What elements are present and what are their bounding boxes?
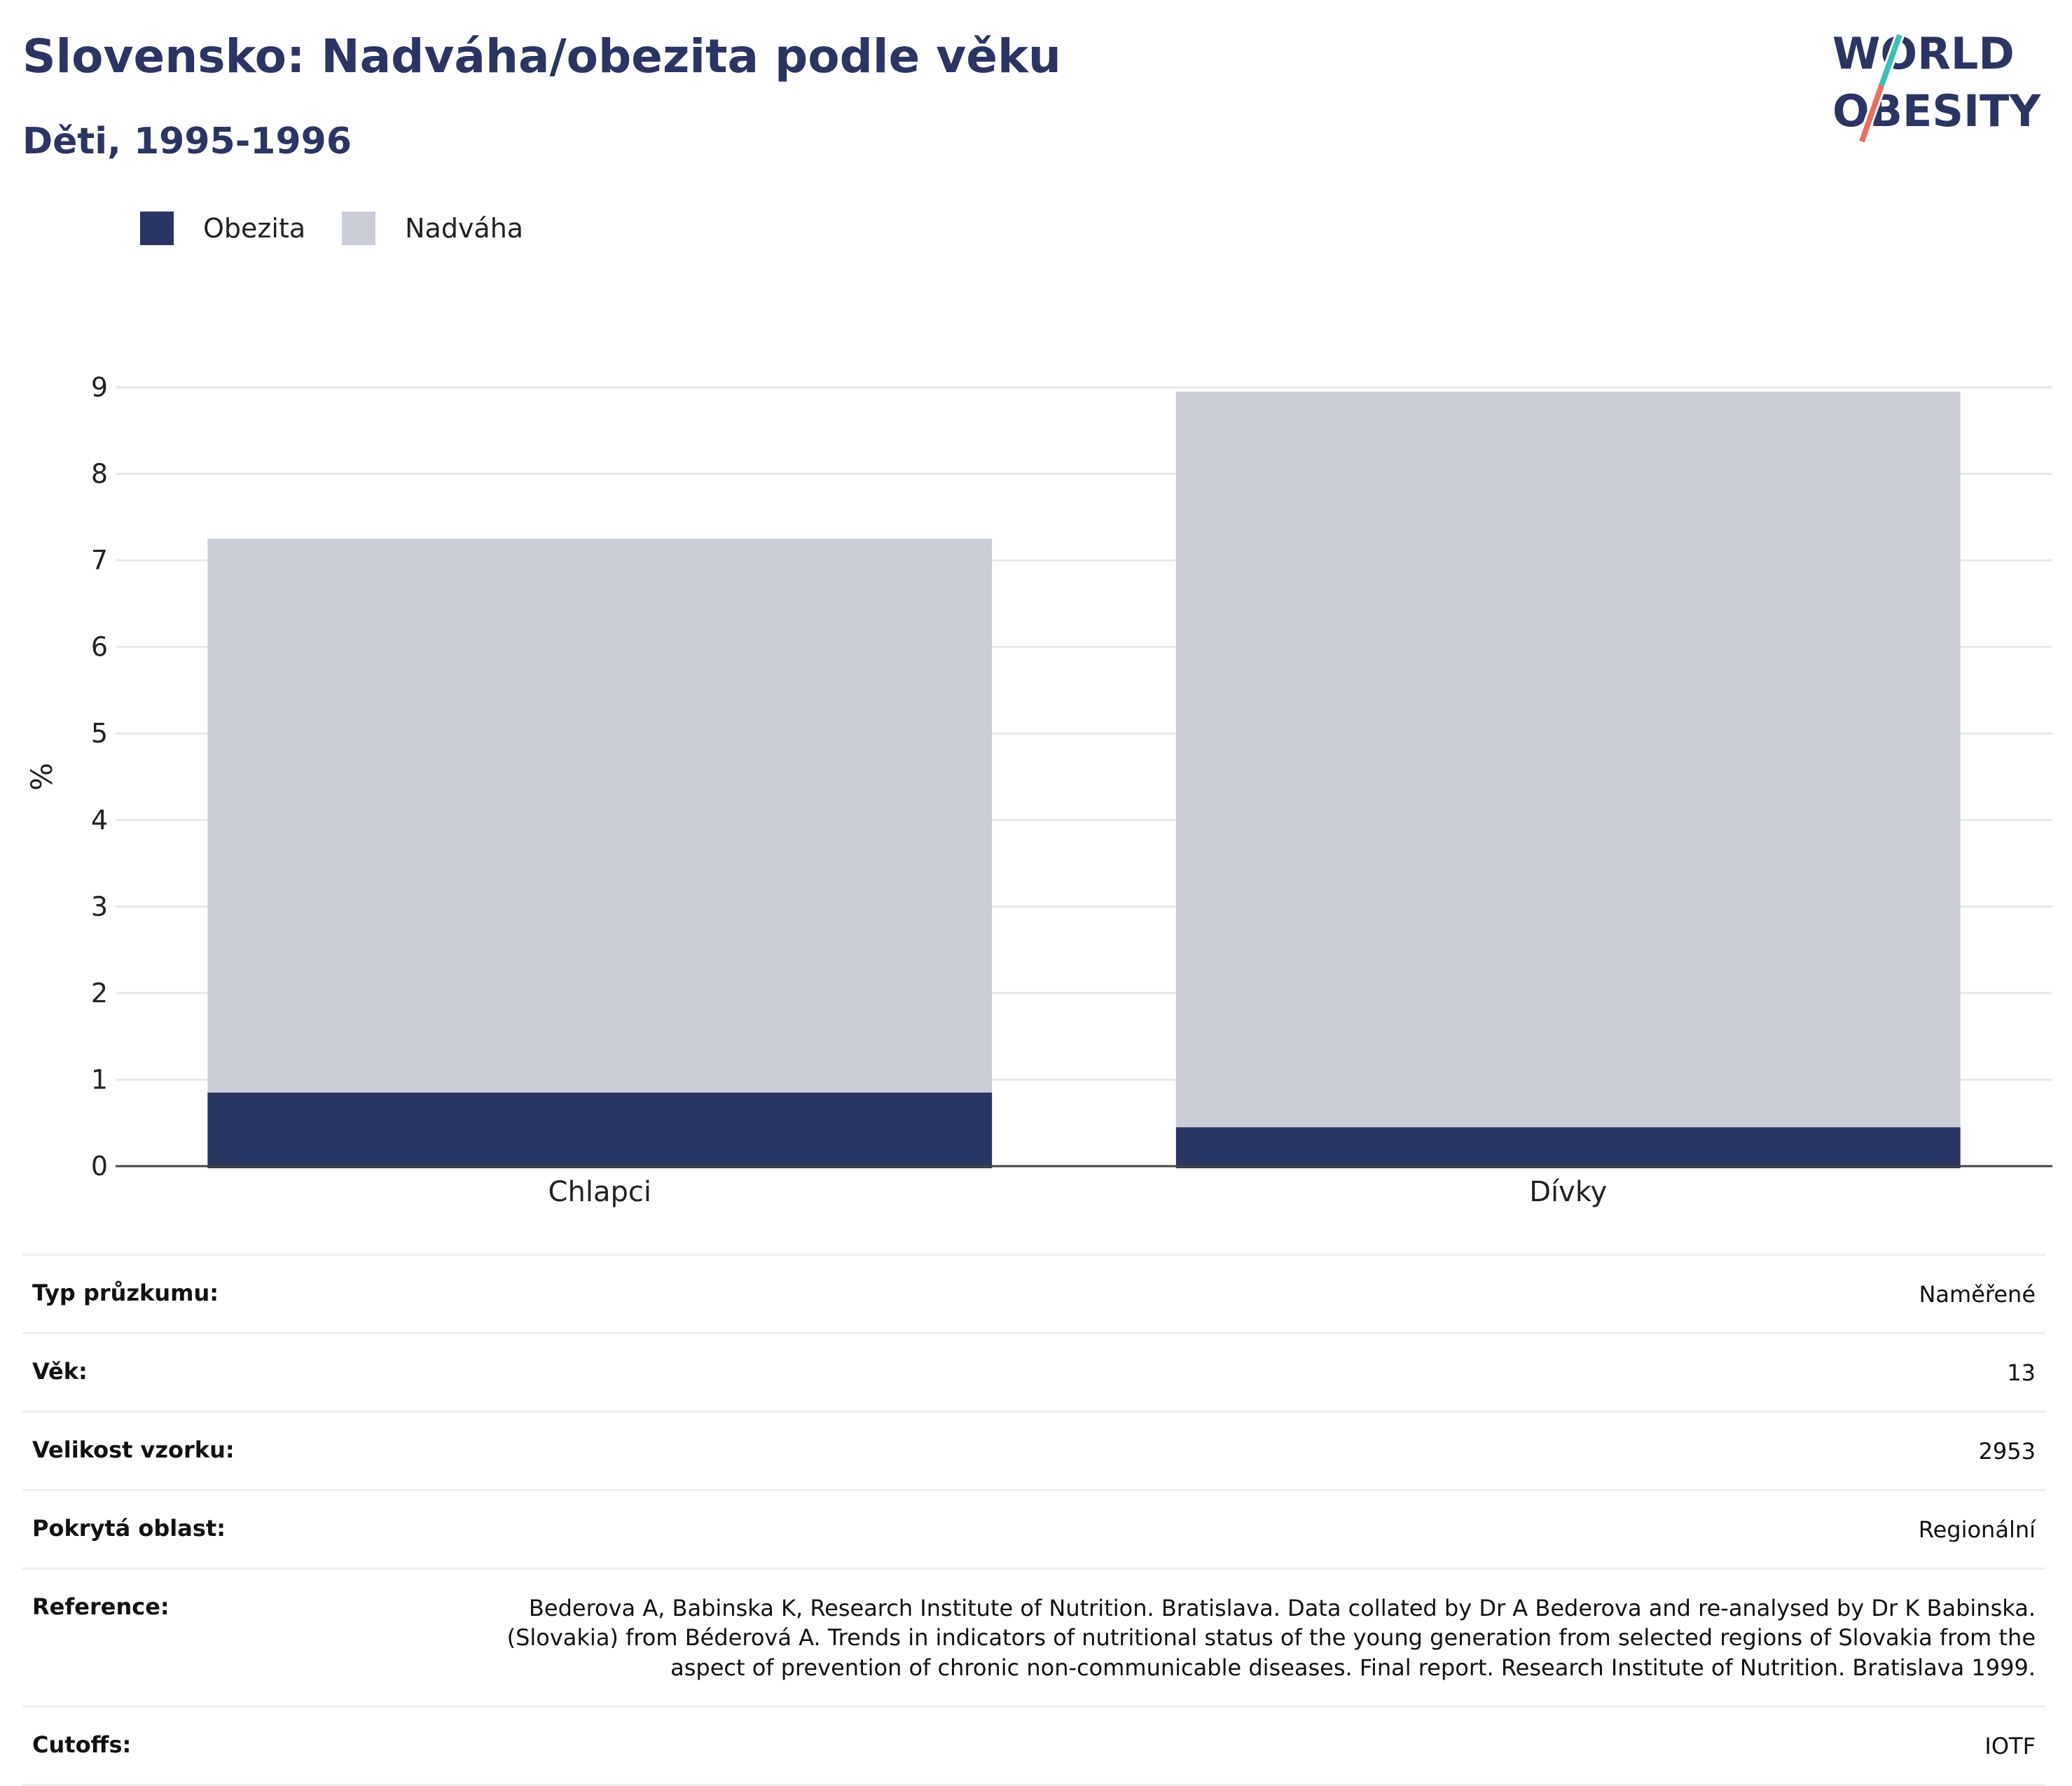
chart-subtitle: Děti, 1995-1996 (22, 120, 352, 162)
meta-label: Reference: (32, 1593, 170, 1620)
meta-value: Naměřené (1919, 1281, 2036, 1308)
survey-details-table: Typ průzkumu: Naměřené Věk: 13 Velikost vzor… (22, 1254, 2045, 1786)
meta-row: Věk: 13 (22, 1331, 2045, 1411)
legend: Obezita Nadváha (140, 207, 560, 249)
y-tick-label: 5 (91, 718, 108, 749)
y-tick-label: 0 (91, 1151, 108, 1182)
meta-row: Pokrytá oblast: Regionální (22, 1488, 2045, 1567)
legend-item-nadvaha[interactable]: Nadváha (342, 212, 523, 245)
x-tick-label: Dívky (1529, 1176, 1607, 1208)
meta-label: Věk: (32, 1357, 88, 1385)
meta-label: Cutoffs: (32, 1731, 132, 1759)
y-tick-label: 7 (91, 545, 108, 576)
meta-value: 2953 (1978, 1437, 2036, 1465)
bar-nadváha-0 (207, 539, 993, 1093)
meta-label: Pokrytá oblast: (32, 1514, 226, 1542)
meta-value: IOTF (1984, 1733, 2036, 1760)
bar-obezita-0 (207, 1092, 993, 1168)
y-tick-label: 2 (91, 978, 108, 1009)
y-tick-label: 1 (91, 1064, 108, 1095)
legend-swatch-nadvaha (342, 212, 376, 245)
logo-slash-bottom (1859, 84, 1884, 143)
world-obesity-logo: WORLD OBESITY (1832, 28, 2041, 146)
logo-slash-top (1879, 34, 1902, 87)
y-axis-label: % (25, 763, 59, 791)
meta-row: Typ průzkumu: Naměřené (22, 1254, 2045, 1332)
x-tick-label: Chlapci (548, 1176, 651, 1208)
meta-row: Reference: Bederova A, Babinska K, Resear… (22, 1567, 2045, 1706)
chart-title: Slovensko: Nadváha/obezita podle věku (22, 29, 1061, 83)
legend-label-nadvaha: Nadváha (405, 213, 524, 244)
meta-label: Typ průzkumu: (32, 1280, 219, 1306)
meta-label: Velikost vzorku: (32, 1436, 235, 1463)
meta-value: Regionální (1918, 1516, 2036, 1543)
legend-label-obezita: Obezita (203, 213, 306, 244)
bar-nadváha-1 (1175, 392, 1961, 1128)
y-tick-label: 8 (91, 459, 108, 490)
meta-value: Bederova A, Babinska K, Research Institu… (506, 1594, 2036, 1682)
bar-obezita-1 (1175, 1127, 1961, 1168)
meta-row: Velikost vzorku: 2953 (22, 1410, 2045, 1489)
meta-value: 13 (2007, 1359, 2036, 1386)
meta-row: Cutoffs: IOTF (22, 1705, 2045, 1786)
logo-line1: WORLD (1832, 28, 2015, 79)
legend-item-obezita[interactable]: Obezita (140, 212, 305, 245)
y-tick-label: 3 (91, 891, 108, 922)
stacked-bar-chart: 0 1 2 3 4 5 6 7 8 9% Chlapci Dívky (25, 372, 2052, 1208)
legend-swatch-obezita (140, 212, 174, 245)
y-tick-label: 6 (91, 632, 108, 663)
y-tick-label: 4 (91, 805, 108, 836)
y-tick-label: 9 (91, 372, 108, 403)
